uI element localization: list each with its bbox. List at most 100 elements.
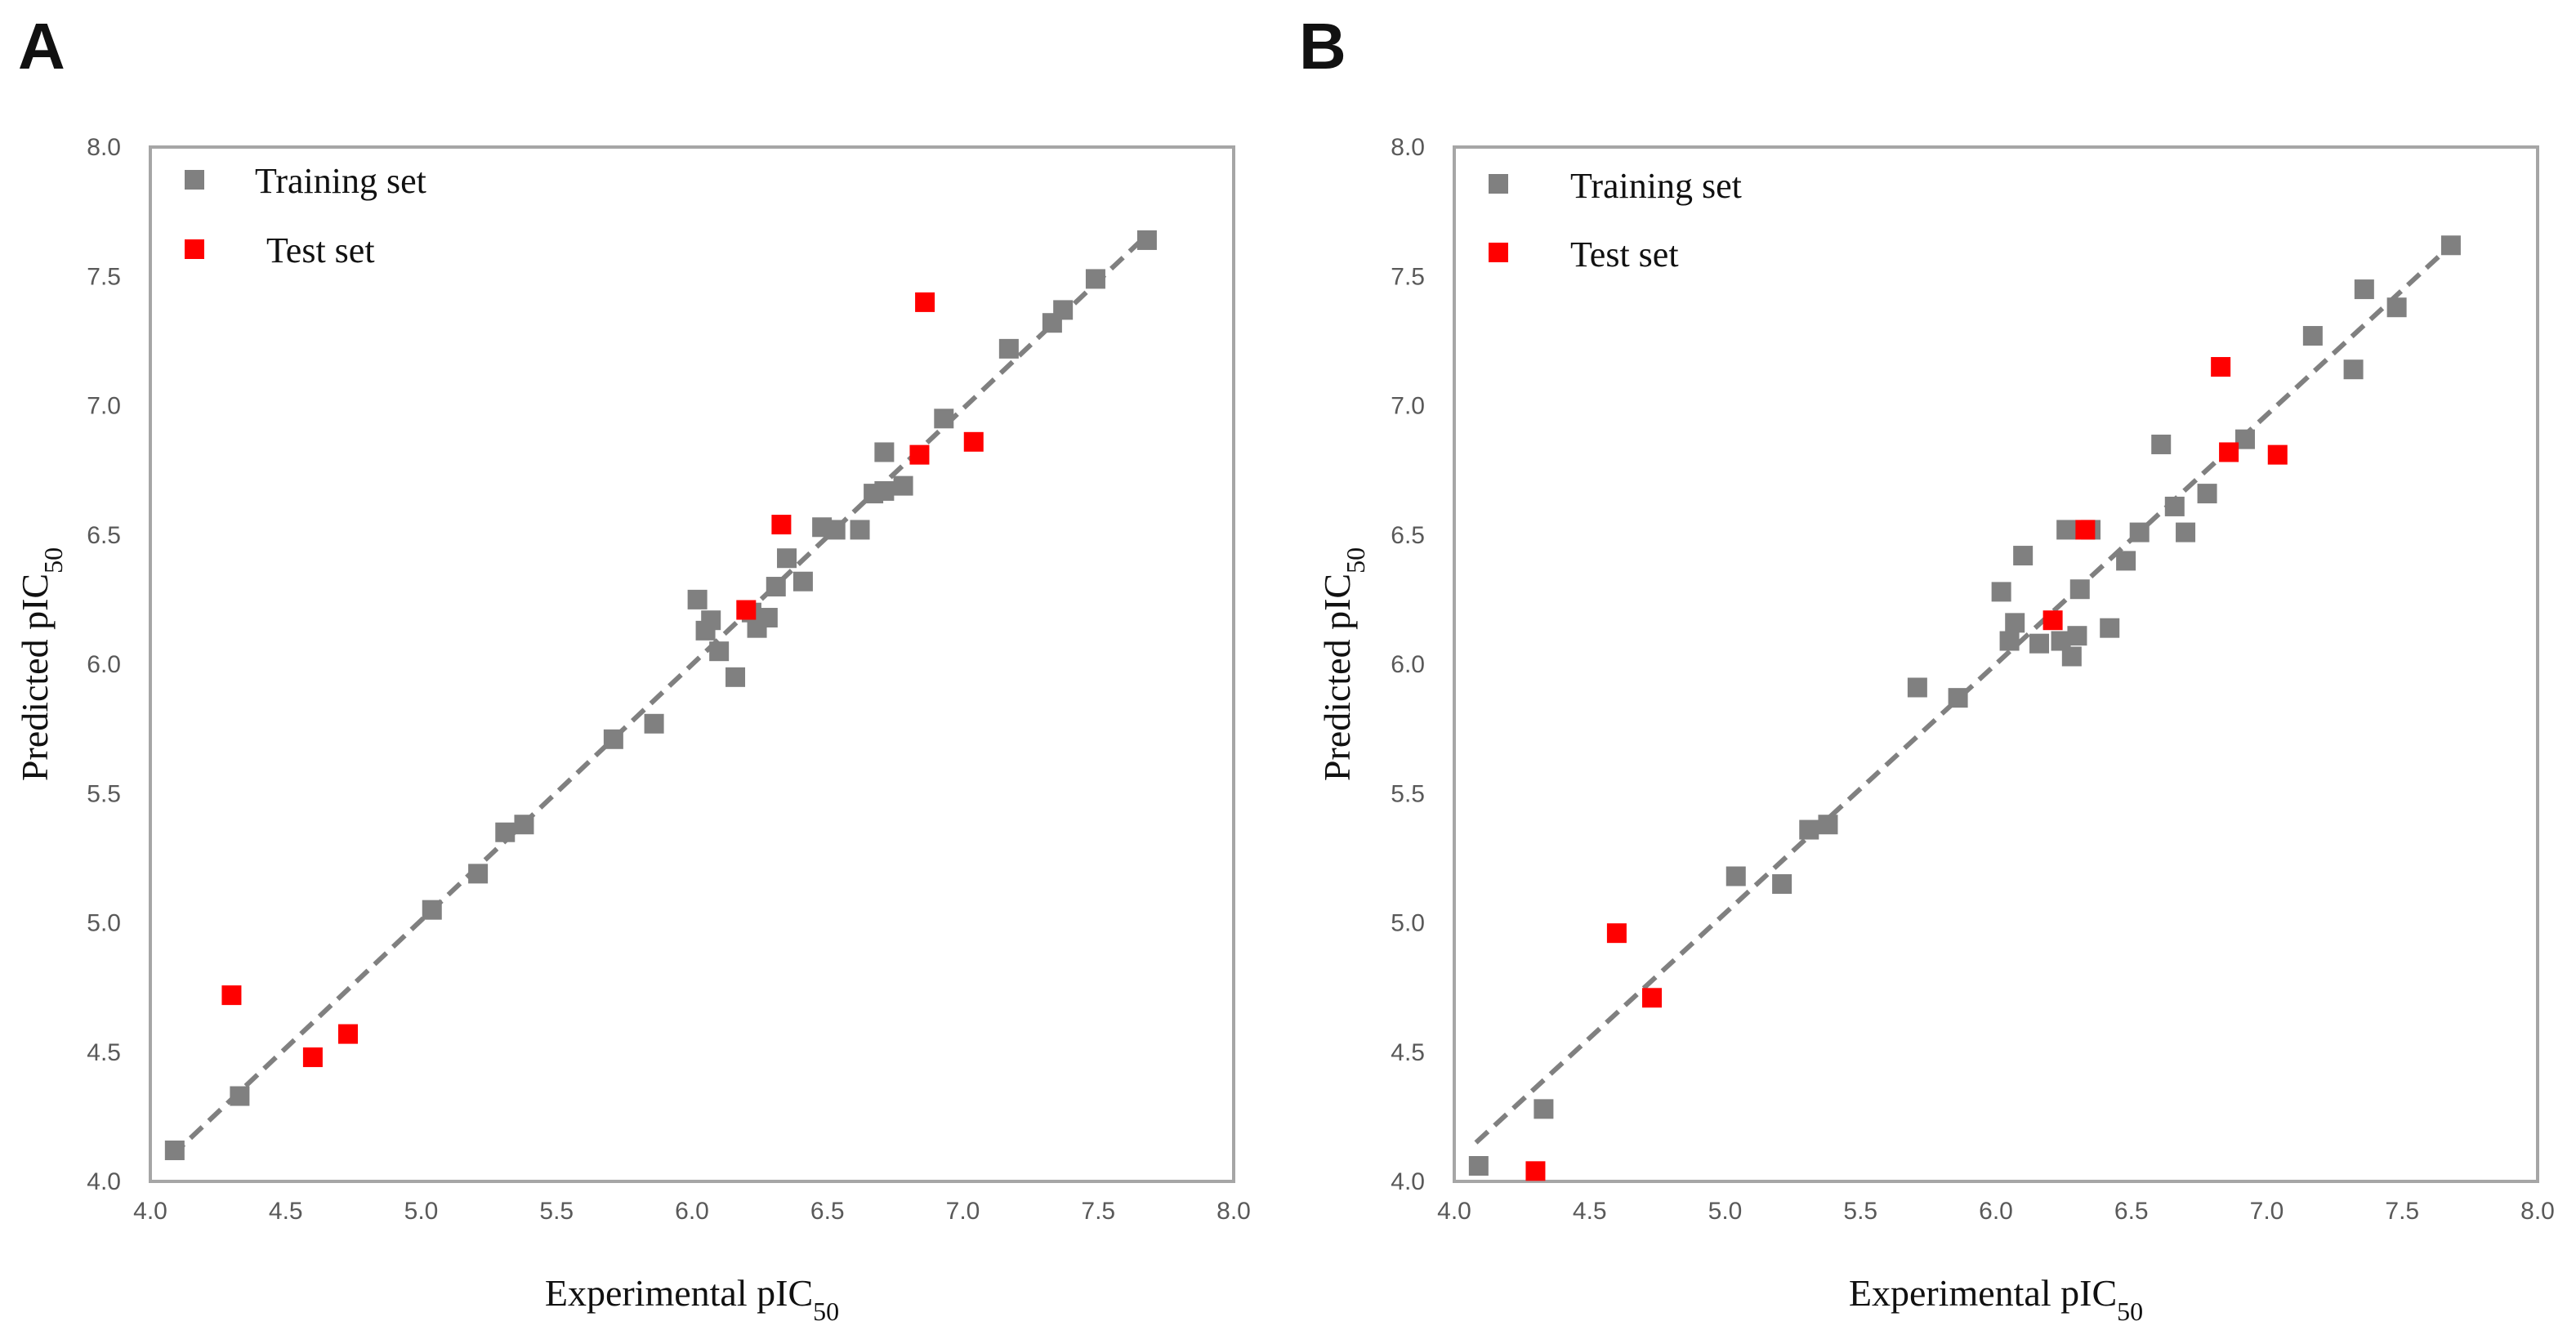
- training-point: [1772, 874, 1792, 895]
- data-layer-a: [164, 230, 1157, 1161]
- test-point: [2211, 357, 2231, 377]
- legend-marker-test: [1489, 243, 1508, 262]
- test-point: [736, 600, 757, 620]
- trend-line: [170, 233, 1149, 1158]
- test-point: [2075, 520, 2096, 540]
- training-point: [1991, 582, 2011, 602]
- y-tick-label: 4.0: [87, 1168, 121, 1195]
- test-point: [963, 431, 984, 452]
- training-point: [2067, 626, 2087, 646]
- training-point: [2029, 633, 2050, 654]
- y-tick-label: 6.0: [87, 651, 121, 678]
- training-point: [2116, 551, 2136, 571]
- data-layer-b: [1468, 235, 2461, 1181]
- x-tick-label: 8.0: [1217, 1198, 1251, 1225]
- training-point: [2129, 522, 2150, 542]
- panel-letter-a: A: [18, 10, 65, 83]
- test-point: [771, 515, 792, 535]
- x-tick-label: 6.5: [810, 1198, 845, 1225]
- y-axis-label-b: Predicted pIC50: [1316, 547, 1370, 781]
- y-tick-label: 4.5: [1391, 1039, 1425, 1066]
- training-point: [850, 520, 870, 540]
- test-point: [1606, 923, 1627, 944]
- legend-marker-test: [185, 239, 204, 259]
- y-tick-label: 5.0: [87, 910, 121, 937]
- test-point: [337, 1024, 358, 1044]
- training-point: [874, 442, 895, 462]
- training-point: [757, 608, 778, 628]
- y-tick-label: 7.5: [87, 263, 121, 290]
- y-axis-label-text: Predicted pIC: [1316, 574, 1358, 781]
- x-ticks-a: 4.0 4.5 5.0 5.5 6.0 6.5 7.0 7.5 8.0: [133, 1198, 1251, 1225]
- x-tick-label: 4.0: [133, 1198, 167, 1225]
- x-tick-label: 5.0: [1708, 1198, 1743, 1225]
- training-point: [2061, 646, 2082, 667]
- x-axis-label-subscript: 50: [813, 1297, 839, 1326]
- y-tick-label: 4.5: [87, 1039, 121, 1066]
- legend-label-training: Training set: [255, 161, 426, 201]
- legend-label-test: Test set: [266, 230, 375, 270]
- training-point: [2005, 613, 2025, 633]
- training-point: [1799, 819, 1819, 840]
- y-tick-label: 5.0: [1391, 910, 1425, 937]
- training-point: [1726, 866, 1746, 886]
- x-axis-label-text: Experimental pIC: [545, 1272, 813, 1314]
- test-point: [1525, 1161, 1546, 1181]
- y-axis-label-subscript: 50: [38, 547, 68, 574]
- training-point: [2343, 359, 2364, 380]
- training-point: [893, 475, 913, 496]
- test-point: [1641, 988, 1662, 1008]
- y-tick-label: 6.0: [1391, 651, 1425, 678]
- legend-b: Training set Test set: [1489, 166, 1742, 275]
- training-point: [2176, 522, 2196, 542]
- y-tick-label: 7.0: [87, 393, 121, 420]
- training-point: [1948, 688, 1968, 708]
- legend-a: Training set Test set: [185, 161, 426, 270]
- x-tick-label: 4.5: [1573, 1198, 1607, 1225]
- training-point: [766, 577, 786, 597]
- x-axis-label-b: Experimental pIC50: [1849, 1272, 2143, 1326]
- training-point: [2197, 484, 2217, 504]
- training-point: [2354, 279, 2374, 300]
- training-point: [1534, 1099, 1554, 1119]
- y-tick-label: 7.5: [1391, 263, 1425, 290]
- x-axis-label-text: Experimental pIC: [1849, 1272, 2117, 1314]
- panel-letter-b: B: [1299, 10, 1346, 83]
- x-tick-label: 5.0: [404, 1198, 439, 1225]
- x-axis-label-subscript: 50: [2117, 1297, 2143, 1326]
- x-tick-label: 5.5: [539, 1198, 574, 1225]
- training-point: [709, 641, 730, 662]
- training-point: [603, 729, 623, 749]
- training-point: [514, 815, 534, 835]
- y-ticks-b: 4.0 4.5 5.0 5.5 6.0 6.5 7.0 7.5 8.0: [1391, 134, 1425, 1195]
- training-point: [725, 667, 746, 687]
- training-point: [687, 589, 708, 609]
- y-tick-label: 7.0: [1391, 393, 1425, 420]
- test-point: [2267, 444, 2288, 465]
- training-point: [495, 822, 516, 842]
- training-point: [164, 1141, 185, 1161]
- training-point: [2013, 546, 2034, 566]
- y-axis-label-text: Predicted pIC: [14, 574, 56, 781]
- x-tick-label: 5.5: [1843, 1198, 1877, 1225]
- training-point: [777, 548, 797, 569]
- training-point: [2151, 434, 2172, 454]
- x-tick-label: 6.0: [1979, 1198, 2013, 1225]
- y-tick-label: 4.0: [1391, 1168, 1425, 1195]
- x-tick-label: 6.5: [2114, 1198, 2149, 1225]
- training-point: [2164, 496, 2185, 516]
- panel-a: A 4.0 4.5 5.0 5.5 6.0 6.5 7.0 7.5 8.0 4.…: [14, 10, 1251, 1326]
- training-point: [998, 338, 1019, 359]
- training-point: [792, 571, 813, 592]
- training-point: [1468, 1156, 1489, 1176]
- training-point: [934, 409, 954, 429]
- training-point: [1818, 815, 1838, 835]
- y-tick-label: 8.0: [87, 134, 121, 161]
- training-point: [2386, 297, 2407, 318]
- panel-b: B 4.0 4.5 5.0 5.5 6.0 6.5 7.0 7.5 8.0 4.…: [1299, 10, 2555, 1326]
- training-point: [1136, 230, 1157, 250]
- training-point: [230, 1086, 250, 1106]
- training-point: [2440, 235, 2461, 256]
- x-tick-label: 4.0: [1437, 1198, 1471, 1225]
